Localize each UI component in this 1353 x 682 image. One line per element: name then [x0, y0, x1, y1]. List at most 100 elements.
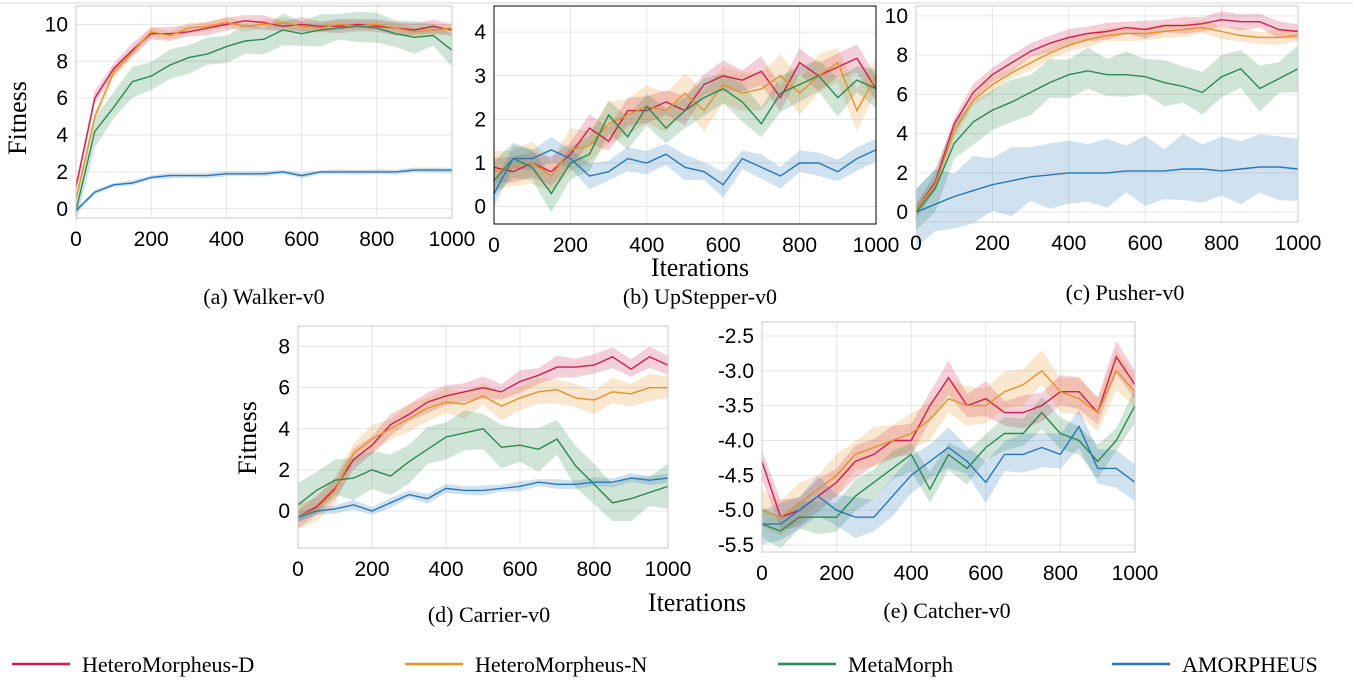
y-tick-label: 8: [56, 50, 68, 73]
legend-label: MetaMorph: [848, 652, 953, 677]
series-line-heteromorpheus-d: [915, 18, 1299, 211]
x-tick-label: 0: [756, 562, 768, 585]
band-heteromorpheus-d: [298, 346, 668, 529]
y-tick-label: -3.5: [718, 395, 754, 418]
chart-panel-1: 0 200 400 600 800 1000 0 2 4 6 8 10 Fitness (a) Walke…: [3, 5, 476, 309]
band-amorpheus: [298, 473, 668, 523]
x-tick-label: 200: [819, 562, 854, 585]
y-tick-label: -5.0: [718, 499, 754, 522]
panel-caption: (a) Walker-v0: [203, 284, 324, 309]
x-tick-label: 800: [1043, 562, 1078, 585]
band-metamorph: [298, 410, 668, 523]
y-tick-label: 2: [56, 161, 68, 184]
band-heteromorpheus-n: [916, 19, 1298, 217]
legend-label: AMORPHEUS: [1182, 652, 1318, 677]
series-line-heteromorpheus-n: [915, 26, 1299, 211]
x-tick-label: 400: [209, 228, 244, 251]
plot-frame: [493, 5, 877, 225]
y-axis-label: Fitness: [233, 401, 262, 475]
x-tick-label: 400: [894, 562, 929, 585]
chart-panel-3: 0 200 400 600 800 1000 0 2 4 6 8 10 (c) Pusher-v0: [885, 5, 1322, 305]
y-tick-label: 3: [474, 65, 486, 88]
x-tick-label: 800: [1204, 232, 1239, 255]
series-line-heteromorpheus-n: [75, 21, 453, 200]
x-tick-label: 1000: [429, 228, 476, 251]
x-tick-label: 1000: [853, 234, 900, 257]
series-line-amorpheus: [762, 425, 1136, 525]
x-tick-label: 800: [576, 558, 611, 581]
x-axis-label-top: Iterations: [651, 253, 749, 282]
series-line-metamorph: [761, 405, 1136, 532]
x-tick-label: 600: [1128, 232, 1163, 255]
x-tick-label: 0: [292, 558, 304, 581]
series-line-amorpheus: [493, 149, 877, 194]
panel-caption: (b) UpStepper-v0: [623, 284, 777, 309]
y-tick-label: -2.5: [718, 325, 754, 348]
series-line-heteromorpheus-n: [761, 369, 1136, 518]
series-line-heteromorpheus-d: [761, 355, 1136, 519]
x-tick-label: 800: [359, 228, 394, 251]
legend: HeteroMorpheus-D HeteroMorpheus-N MetaMorp…: [12, 652, 1318, 677]
y-tick-label: 6: [278, 377, 290, 400]
x-tick-label: 600: [706, 234, 741, 257]
y-tick-label: 0: [896, 201, 908, 224]
series-line-amorpheus: [75, 169, 452, 212]
y-tick-label: 4: [474, 21, 486, 44]
plot-frame: [761, 321, 1136, 553]
x-tick-label: 0: [70, 228, 82, 251]
x-tick-label: 200: [354, 558, 389, 581]
y-tick-label: 6: [56, 87, 68, 110]
chart-panel-4: 0 200 400 600 800 1000 0 2 4 6 8 Fitness (d) Carrier…: [233, 325, 691, 627]
x-tick-label: 1000: [1275, 232, 1322, 255]
x-tick-label: 600: [968, 562, 1003, 585]
y-tick-label: 2: [896, 162, 908, 185]
x-tick-label: 600: [502, 558, 537, 581]
series-line-metamorph: [297, 428, 669, 506]
chart-panel-2: 0 200 400 600 800 1000 0 1 2 3 4 (b) UpStepper-v0: [474, 5, 900, 309]
band-metamorph: [762, 388, 1135, 549]
x-tick-label: 400: [629, 234, 664, 257]
x-tick-label: 0: [910, 232, 922, 255]
series-line-metamorph: [915, 67, 1299, 213]
y-tick-label: 4: [896, 123, 908, 146]
x-tick-label: 800: [782, 234, 817, 257]
y-tick-label: -5.5: [718, 534, 754, 557]
chart-panel-5: 0 200 400 600 800 1000 -5.5 -5.0 -4.5 -4.0 -3.5 -3.…: [718, 321, 1159, 623]
y-tick-label: -4.5: [718, 464, 754, 487]
x-tick-label: 200: [134, 228, 169, 251]
band-amorpheus: [916, 133, 1298, 248]
x-tick-label: 1000: [1112, 562, 1159, 585]
band-heteromorpheus-d: [76, 15, 452, 195]
y-tick-label: 2: [474, 108, 486, 131]
x-tick-label: 0: [488, 234, 500, 257]
series-line-metamorph: [75, 25, 453, 211]
x-tick-label: 600: [284, 228, 319, 251]
legend-label: HeteroMorpheus-D: [82, 652, 254, 677]
band-heteromorpheus-n: [76, 17, 452, 205]
series-line-metamorph: [493, 74, 877, 195]
y-axis-label: Fitness: [3, 81, 32, 155]
y-tick-label: 10: [45, 13, 68, 36]
y-tick-label: 4: [56, 124, 68, 147]
y-tick-label: 0: [278, 500, 290, 523]
y-tick-label: 10: [885, 5, 908, 28]
y-tick-label: 0: [474, 196, 486, 219]
x-tick-label: 400: [1051, 232, 1086, 255]
series-line-heteromorpheus-n: [297, 387, 668, 518]
panel-caption: (d) Carrier-v0: [428, 602, 550, 627]
panel-caption: (e) Catcher-v0: [883, 598, 1010, 623]
y-tick-label: 4: [278, 418, 290, 441]
y-tick-label: 0: [56, 198, 68, 221]
series-line-heteromorpheus-n: [493, 61, 877, 177]
y-tick-label: 8: [278, 336, 290, 359]
x-tick-label: 400: [428, 558, 463, 581]
y-tick-label: -4.0: [718, 429, 754, 452]
plot-frame: [915, 5, 1299, 223]
band-heteromorpheus-d: [494, 44, 876, 186]
band-amorpheus: [762, 410, 1135, 545]
band-heteromorpheus-n: [494, 48, 876, 191]
band-amorpheus: [494, 137, 876, 207]
series-line-heteromorpheus-d: [297, 356, 669, 518]
